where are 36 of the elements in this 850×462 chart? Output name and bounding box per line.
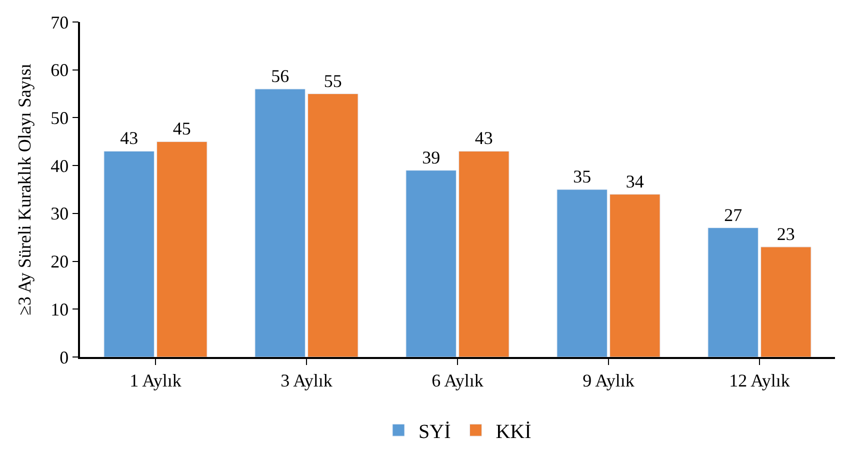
legend-label: KKİ bbox=[496, 420, 532, 443]
data-label: 35 bbox=[573, 166, 592, 186]
data-label: 27 bbox=[724, 204, 742, 225]
x-tick-label: 6 Aylık bbox=[432, 370, 484, 390]
legend-label: SYİ bbox=[418, 420, 451, 443]
data-label: 43 bbox=[120, 128, 138, 148]
x-tick-label: 1 Aylık bbox=[130, 370, 182, 390]
data-label: 43 bbox=[474, 128, 493, 148]
bar bbox=[308, 94, 358, 357]
data-label: 55 bbox=[324, 70, 342, 91]
y-tick-label: 20 bbox=[50, 252, 69, 272]
bar bbox=[760, 246, 812, 357]
y-tick-label: 60 bbox=[50, 60, 69, 80]
y-tick-label: 0 bbox=[60, 347, 69, 368]
y-tick-label: 70 bbox=[50, 12, 69, 32]
y-tick-label: 10 bbox=[50, 299, 69, 320]
data-label: 23 bbox=[776, 224, 795, 244]
bar bbox=[254, 88, 306, 357]
bar bbox=[556, 189, 608, 357]
y-tick-label: 50 bbox=[50, 108, 69, 128]
x-tick-label: 12 Aylık bbox=[729, 370, 790, 390]
bar bbox=[406, 170, 456, 357]
y-tick-label: 40 bbox=[50, 156, 69, 176]
data-label: 34 bbox=[626, 171, 644, 192]
bar bbox=[104, 150, 154, 357]
bar bbox=[610, 194, 660, 357]
data-label: 56 bbox=[271, 66, 290, 86]
x-tick-label: 9 Aylık bbox=[582, 370, 634, 390]
data-label: 45 bbox=[172, 118, 191, 139]
y-tick-label: 30 bbox=[50, 204, 69, 224]
x-tick-label: 3 Aylık bbox=[280, 370, 332, 390]
bar bbox=[156, 141, 208, 357]
y-axis-title: ≥3 Ay Süreli Kuraklık Olayı Sayısı bbox=[14, 64, 34, 316]
bar bbox=[708, 228, 758, 357]
bar bbox=[458, 150, 510, 357]
data-label: 39 bbox=[422, 147, 440, 168]
